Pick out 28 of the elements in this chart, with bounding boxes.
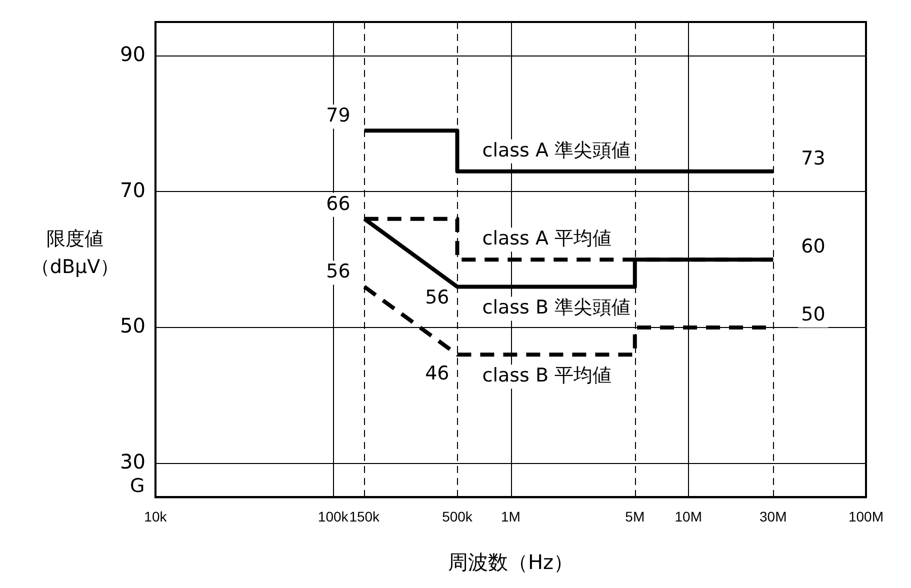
y-tick-label: 50 bbox=[120, 314, 146, 338]
data-label: 66 bbox=[326, 192, 350, 215]
x-axis-title: 周波数（Hz） bbox=[448, 550, 574, 574]
x-tick-label: 100k bbox=[318, 508, 350, 524]
x-tick-label: 10M bbox=[674, 508, 702, 524]
x-tick-label: 1M bbox=[501, 508, 520, 524]
series-label: class B 平均値 bbox=[482, 364, 612, 387]
series-label: class A 平均値 bbox=[482, 228, 612, 250]
y-axis-title: 限度値（dBμV） bbox=[30, 227, 120, 280]
y-tick-label: 90 bbox=[120, 42, 146, 66]
x-tick-label: 10k bbox=[144, 508, 168, 524]
data-label: 79 bbox=[326, 104, 350, 127]
series-label: class B 準尖頭値 bbox=[482, 296, 631, 319]
x-tick-label: 150k bbox=[349, 508, 381, 524]
x-tick-label: 500k bbox=[442, 508, 474, 524]
data-label: 60 bbox=[801, 236, 826, 258]
data-label: 50 bbox=[801, 303, 826, 326]
text: G bbox=[130, 475, 145, 497]
x-tick-label: 5M bbox=[625, 508, 645, 524]
data-label: 56 bbox=[425, 286, 450, 309]
data-label: 56 bbox=[326, 260, 350, 283]
series-label: class A 準尖頭値 bbox=[482, 139, 630, 162]
y-tick-label: 70 bbox=[120, 178, 146, 202]
x-tick-label: 100M bbox=[848, 508, 884, 524]
x-tick-label: 30M bbox=[760, 508, 787, 524]
data-label: 73 bbox=[801, 147, 826, 170]
y-tick-label: 30 bbox=[120, 449, 146, 474]
data-label: 46 bbox=[425, 362, 450, 385]
